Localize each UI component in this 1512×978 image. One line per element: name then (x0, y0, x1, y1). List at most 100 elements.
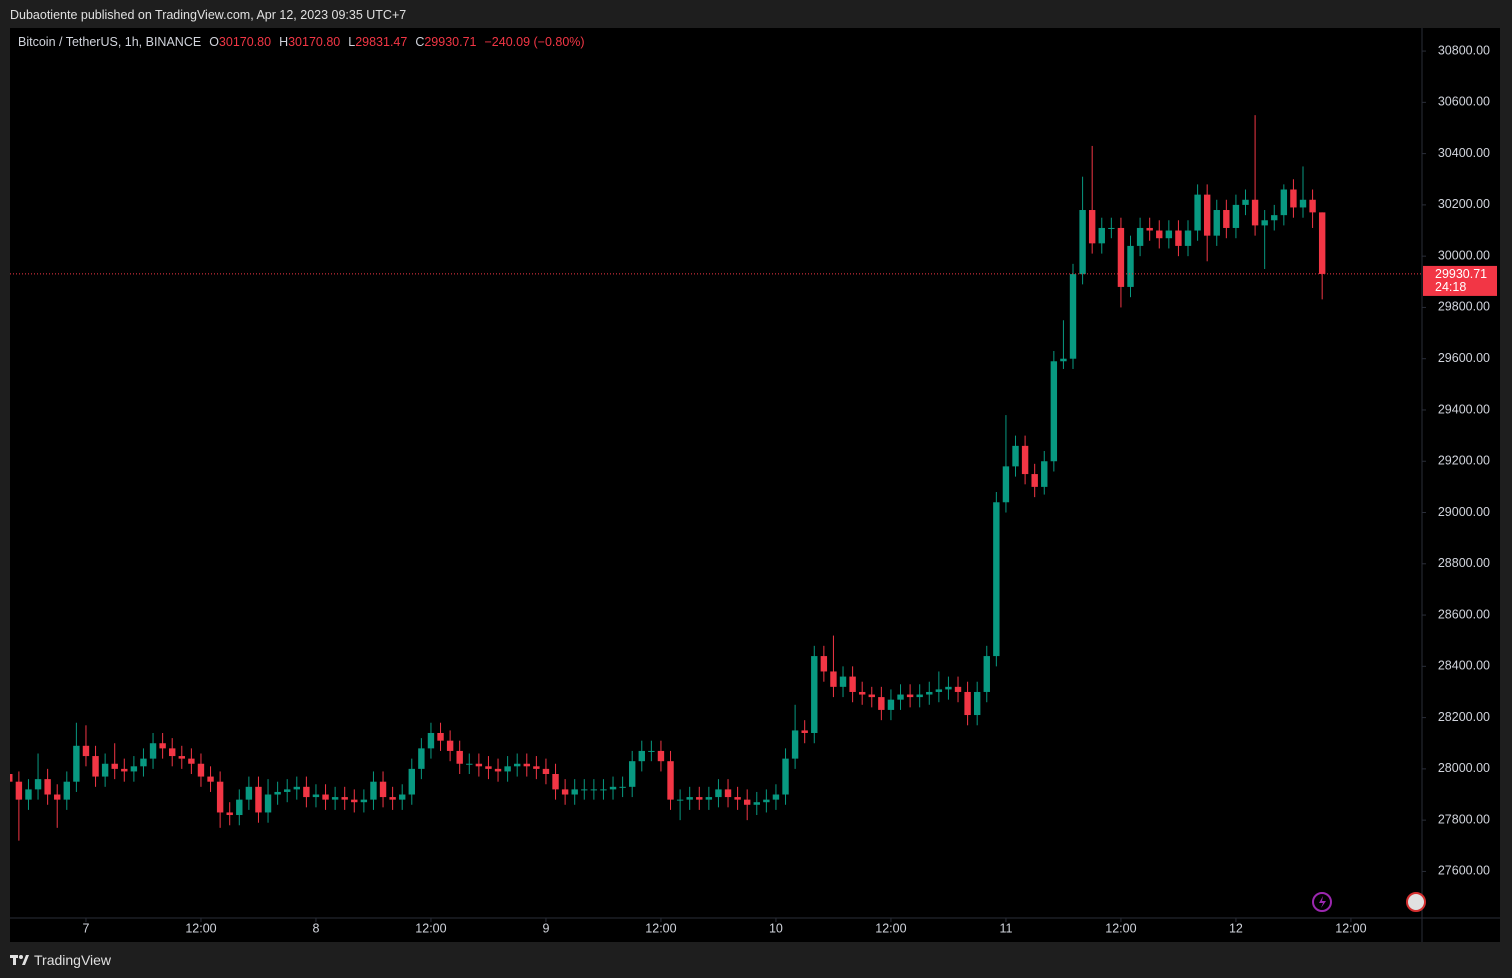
candle-body (973, 691, 981, 716)
change: −240.09 (−0.80%) (484, 35, 585, 49)
candle-body (341, 797, 348, 800)
candle-body (408, 768, 415, 795)
candle-body (1213, 210, 1220, 236)
y-tick-label: 29400.00 (1438, 402, 1490, 416)
symbol: Bitcoin / TetherUS, 1h, BINANCE (18, 35, 202, 49)
candle-body (590, 789, 598, 791)
brand[interactable]: TradingView (34, 952, 112, 968)
candle-body (130, 766, 138, 772)
candle-body (523, 763, 530, 767)
candle-body (581, 789, 588, 791)
candle-body (1108, 227, 1115, 229)
plot-area (10, 115, 1422, 841)
candle-body (255, 786, 262, 813)
y-tick-label: 29800.00 (1438, 300, 1490, 314)
candle-body (44, 779, 51, 795)
candle-body (293, 786, 300, 790)
candle-body (389, 797, 396, 800)
candle-body (1079, 210, 1086, 275)
candle-body (638, 750, 645, 762)
close-key: C (415, 35, 425, 49)
candle-body (533, 766, 540, 769)
candle-body (724, 789, 732, 798)
y-tick-label: 30800.00 (1438, 43, 1490, 57)
candle-body (1002, 466, 1010, 503)
candle-body (399, 794, 406, 800)
x-tick-label: 12:00 (1335, 921, 1366, 935)
candle-body (657, 750, 665, 762)
y-tick-label: 28400.00 (1438, 659, 1490, 673)
x-tick-label: 12 (1229, 921, 1243, 935)
candle-body (427, 732, 435, 749)
candle-body (360, 799, 368, 803)
candle-body (475, 763, 483, 767)
candle-body (1223, 210, 1230, 228)
candle-body (1261, 220, 1268, 226)
candle-body (274, 791, 281, 795)
candle-body (1069, 274, 1077, 359)
candle-body (954, 686, 962, 692)
candle-body (763, 799, 770, 803)
chart-panel: 27600.00 27800.00 28000.00 28200.00 28400.00… (10, 28, 1500, 942)
candle-body (15, 781, 23, 800)
candle-body (54, 794, 61, 800)
candle-body (1031, 474, 1038, 487)
candle-body (303, 786, 310, 798)
candle-body (916, 694, 923, 698)
candle-body (619, 786, 626, 788)
candle-body (609, 786, 617, 790)
candle-body (437, 732, 444, 741)
candle-body (513, 763, 521, 767)
axes: 27600.00 27800.00 28000.00 28200.00 28400.00… (10, 28, 1500, 942)
candle-body (149, 743, 157, 759)
candle-body (1088, 210, 1096, 244)
candle-body (600, 789, 607, 791)
last-price-label: 29930.71 (1435, 267, 1487, 281)
symbol-legend: Bitcoin / TetherUS, 1h, BINANCE O 30170.8… (18, 35, 585, 49)
candle-body (849, 676, 856, 692)
candle-body (839, 676, 847, 687)
candle-body (648, 750, 655, 752)
low-value: 29831.47 (355, 35, 408, 49)
candle-body (1041, 461, 1048, 487)
y-tick-label: 30200.00 (1438, 197, 1490, 211)
x-tick-label: 12:00 (875, 921, 906, 935)
candle-body (878, 697, 885, 710)
candle-body (1012, 445, 1019, 467)
candle-body (485, 766, 492, 769)
x-tick-label: 12:00 (415, 921, 446, 935)
candle-body (197, 763, 205, 777)
candle-body (1165, 230, 1173, 239)
candle-body (993, 502, 1000, 657)
candle-body (1318, 212, 1326, 274)
candle-body (284, 789, 291, 792)
candle-body (628, 761, 636, 787)
candle-body (1299, 199, 1307, 208)
candle-body (245, 786, 253, 800)
candle-body (542, 768, 550, 775)
candle-body (101, 763, 109, 777)
chart: 27600.00 27800.00 28000.00 28200.00 28400.00… (10, 28, 1500, 942)
event-icon-bolt (1319, 896, 1326, 908)
candle-body (494, 768, 502, 772)
candle-body (791, 730, 799, 759)
candle-body (379, 781, 387, 798)
candle-body (264, 794, 272, 813)
candle-body (466, 763, 473, 765)
y-tick-label: 28000.00 (1438, 761, 1490, 775)
candle-body (159, 743, 166, 749)
candle-body (858, 691, 866, 695)
high-key: H (279, 35, 289, 49)
event-icon (1312, 892, 1332, 912)
candle-body (1156, 230, 1163, 239)
candle-body (743, 799, 751, 805)
candle-body (897, 694, 904, 700)
candle-body (801, 730, 808, 733)
candle-body (370, 781, 377, 800)
candle-body (504, 766, 511, 772)
candle-body (782, 758, 789, 795)
y-tick-label: 27800.00 (1438, 812, 1490, 826)
candle-body (868, 694, 875, 698)
candle-body (887, 699, 895, 710)
flag-icon (1406, 892, 1426, 912)
